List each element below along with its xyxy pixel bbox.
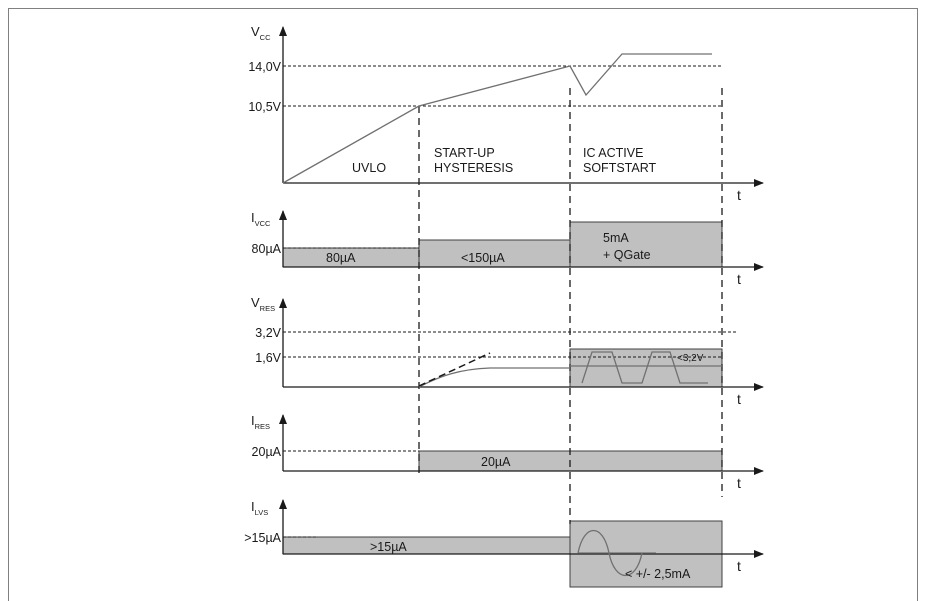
waveforms [282,53,722,577]
time-label-ires: t [737,475,741,491]
tick-3-2v: 3,2V [255,326,281,340]
axes [279,26,764,558]
phase-startup-line2: HYSTERESIS [434,161,513,175]
tick-14v: 14,0V [248,60,281,74]
phase-active-line1: IC ACTIVE [583,146,643,160]
vres-active-box [569,348,723,388]
vres-active-value: <3,2V [677,353,704,364]
phase-active-line2: SOFTSTART [583,161,657,175]
ivcc-startup-box [418,239,571,268]
tick-15ua: >15µA [244,531,281,545]
diagram-frame [8,8,918,601]
signal-label-vres: VRES [251,295,275,313]
vres-oscillation [581,351,708,384]
signal-label-ivcc: IVCC [251,210,271,228]
reference-levels [283,65,738,538]
ilvs-box [282,536,571,555]
ilvs-sine [577,530,656,577]
signal-label-ires: IRES [251,413,270,431]
phase-boundaries [418,88,723,524]
tick-20ua: 20µA [252,445,282,459]
gray-boxes [282,221,723,588]
signal-label-ilvs: ILVS [251,499,268,517]
ilvs-box-value: >15µA [370,540,407,554]
ivcc-startup-value: <150µA [461,251,505,265]
time-label-ilvs: t [737,558,741,574]
ilvs-active-value: < +/- 2,5mA [625,567,691,581]
vres-rise-curve [418,367,570,388]
time-label-vres: t [737,391,741,407]
tick-80ua: 80µA [252,242,282,256]
tick-1-6v: 1,6V [255,351,281,365]
time-label-ivcc: t [737,271,741,287]
ivcc-active-value-2: + QGate [603,248,651,262]
phase-uvlo: UVLO [352,161,386,175]
ivcc-uvlo-value: 80µA [326,251,356,265]
ivcc-active-value-1: 5mA [603,231,629,245]
vres-extrapolation [418,352,491,387]
ires-box-value: 20µA [481,455,511,469]
tick-10-5v: 10,5V [248,100,281,114]
vcc-curve [282,53,712,184]
signal-label-vcc: VCC [251,24,271,42]
time-label-vcc: t [737,187,741,203]
phase-startup-line1: START-UP [434,146,495,160]
